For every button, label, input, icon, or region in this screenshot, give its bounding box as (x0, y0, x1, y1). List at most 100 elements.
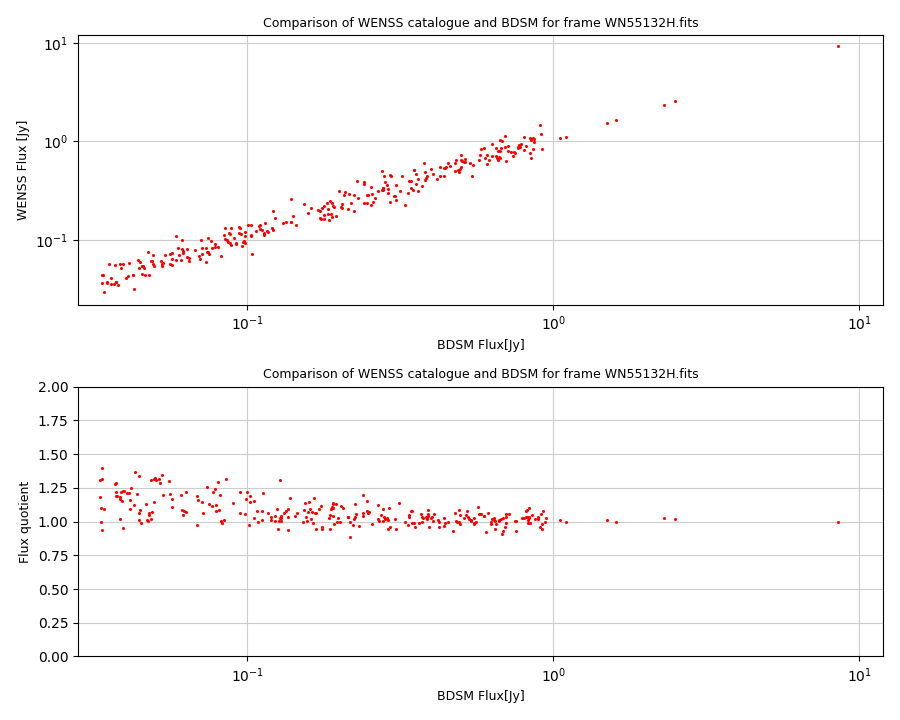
Point (380, 512, 394, 523)
Point (192, 251, 206, 262)
Point (234, 228, 248, 240)
Point (518, 132, 532, 143)
Point (232, 221, 247, 233)
Point (126, 269, 140, 281)
Point (213, 489, 228, 500)
Point (454, 509, 468, 521)
Point (381, 184, 395, 195)
Point (194, 248, 209, 259)
Point (427, 508, 441, 519)
Point (375, 181, 390, 193)
Point (356, 507, 370, 518)
Point (465, 160, 480, 171)
Point (284, 492, 298, 504)
Point (467, 517, 482, 528)
Point (317, 213, 331, 225)
Point (223, 237, 238, 248)
Point (223, 228, 238, 240)
Point (300, 516, 314, 527)
Point (309, 523, 323, 534)
Point (511, 141, 526, 153)
Point (466, 518, 481, 530)
Point (102, 258, 116, 269)
Point (484, 518, 499, 529)
Point (525, 153, 539, 164)
Point (162, 476, 176, 487)
Point (536, 505, 550, 517)
Point (401, 187, 416, 199)
Point (454, 154, 468, 166)
Point (156, 260, 170, 271)
Point (137, 262, 151, 274)
Point (403, 505, 418, 516)
Point (362, 506, 376, 518)
X-axis label: BDSM Flux[Jy]: BDSM Flux[Jy] (436, 338, 525, 351)
Point (495, 135, 509, 147)
Point (304, 507, 319, 518)
Point (122, 258, 136, 269)
Point (260, 225, 274, 237)
Point (401, 519, 416, 531)
Point (375, 184, 390, 195)
Point (332, 186, 347, 197)
Point (290, 508, 304, 519)
Point (535, 523, 549, 535)
Point (657, 99, 671, 111)
Point (131, 471, 146, 482)
Title: Comparison of WENSS catalogue and BDSM for frame WN55132H.fits: Comparison of WENSS catalogue and BDSM f… (263, 369, 698, 382)
Point (272, 515, 286, 526)
Point (499, 517, 513, 528)
X-axis label: BDSM Flux[Jy]: BDSM Flux[Jy] (436, 690, 525, 703)
Point (380, 179, 394, 191)
Point (348, 508, 363, 520)
Point (327, 201, 341, 212)
Point (464, 170, 479, 181)
Point (450, 516, 464, 527)
Point (479, 526, 493, 538)
Point (496, 526, 510, 537)
Point (193, 253, 207, 264)
Point (144, 513, 158, 524)
Point (326, 503, 340, 514)
Point (521, 515, 535, 526)
Point (104, 278, 119, 289)
Point (346, 189, 361, 201)
Point (458, 156, 473, 168)
Point (222, 228, 237, 239)
Point (214, 250, 229, 261)
Point (191, 495, 205, 506)
Point (128, 467, 142, 478)
Point (327, 518, 341, 530)
Point (329, 516, 344, 528)
Point (499, 130, 513, 142)
Point (508, 148, 522, 159)
Point (415, 180, 429, 192)
Point (116, 258, 130, 270)
Point (484, 516, 499, 528)
Point (431, 522, 446, 534)
Point (219, 473, 233, 485)
Point (111, 279, 125, 291)
Point (285, 210, 300, 222)
Point (375, 503, 390, 515)
Point (537, 516, 552, 528)
Point (303, 503, 318, 514)
Point (165, 502, 179, 513)
Point (484, 150, 499, 162)
Point (453, 518, 467, 530)
Point (122, 271, 136, 282)
Point (148, 472, 162, 484)
Point (533, 119, 547, 130)
Point (122, 503, 137, 515)
Point (457, 153, 472, 165)
Point (297, 504, 311, 516)
Point (296, 198, 310, 210)
Point (253, 219, 267, 230)
Point (117, 485, 131, 497)
Point (535, 518, 549, 530)
Point (281, 503, 295, 515)
Point (211, 476, 225, 487)
Point (478, 152, 492, 163)
Point (454, 163, 468, 174)
Point (520, 517, 535, 528)
